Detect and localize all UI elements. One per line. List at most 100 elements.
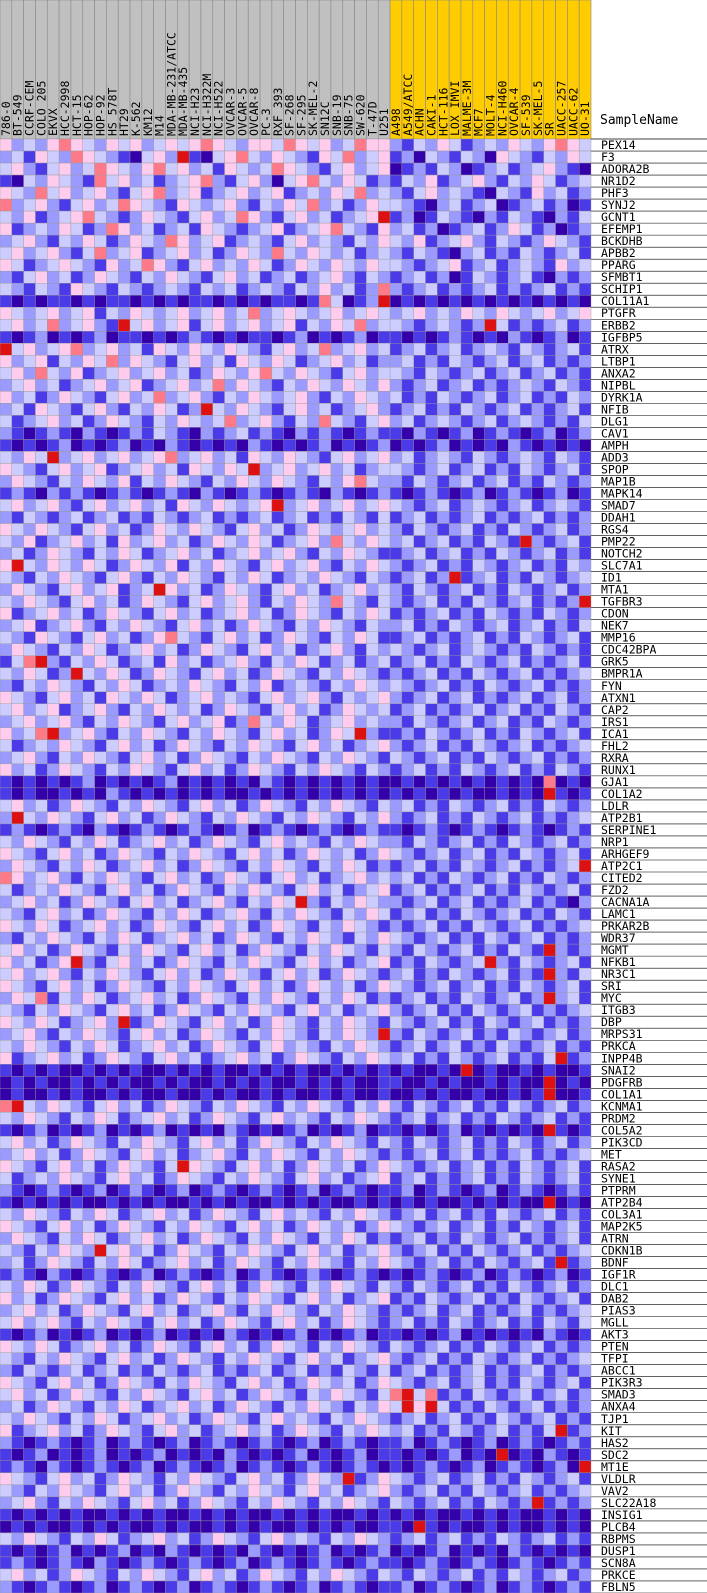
heatmap-cell xyxy=(200,150,213,164)
heatmap-cell xyxy=(224,1064,237,1077)
heatmap-cell xyxy=(129,1124,143,1137)
heatmap-cell xyxy=(47,955,60,969)
heatmap-cell xyxy=(70,511,83,524)
heatmap-cell xyxy=(460,403,474,416)
heatmap-cell xyxy=(496,667,509,680)
heatmap-cell xyxy=(212,787,225,801)
heatmap-cell xyxy=(413,655,426,668)
heatmap-cell xyxy=(248,799,261,813)
heatmap-cell xyxy=(508,943,521,957)
heatmap-cell xyxy=(342,1112,355,1125)
heatmap-cell xyxy=(378,1076,391,1089)
heatmap-cell xyxy=(366,138,379,152)
heatmap-cell xyxy=(94,727,107,741)
heatmap-cell xyxy=(70,210,83,224)
heatmap-cell xyxy=(342,955,355,969)
heatmap-cell xyxy=(519,1028,533,1041)
heatmap-cell xyxy=(448,547,462,560)
heatmap-cell xyxy=(342,943,355,957)
heatmap-cell xyxy=(342,931,355,945)
heatmap-cell xyxy=(354,162,367,176)
heatmap-cell xyxy=(555,210,568,224)
heatmap-cell xyxy=(58,1040,72,1053)
heatmap-cell xyxy=(70,246,83,260)
heatmap-cell xyxy=(366,1136,379,1149)
heatmap-cell xyxy=(401,631,414,644)
heatmap-cell xyxy=(117,547,131,560)
heatmap-cell xyxy=(354,258,367,272)
heatmap-cell xyxy=(153,547,166,560)
heatmap-cell xyxy=(448,270,462,284)
heatmap-cell xyxy=(236,1088,249,1101)
heatmap-cell xyxy=(224,703,237,716)
heatmap-cell xyxy=(448,1016,462,1029)
heatmap-cell xyxy=(58,391,72,404)
heatmap-cell xyxy=(117,919,131,933)
heatmap-cell xyxy=(354,691,367,704)
heatmap-cell xyxy=(153,739,166,753)
heatmap-cell xyxy=(35,319,48,332)
heatmap-cell xyxy=(188,475,202,488)
heatmap-cell xyxy=(58,1208,72,1221)
heatmap-cell xyxy=(23,967,36,981)
heatmap-cell xyxy=(555,583,568,596)
heatmap-cell xyxy=(212,319,225,332)
heatmap-cell xyxy=(472,1052,485,1065)
heatmap-cell xyxy=(401,739,414,753)
heatmap-cell xyxy=(484,210,497,224)
heatmap-cell xyxy=(318,234,332,248)
heatmap-cell xyxy=(318,210,332,224)
heatmap-cell xyxy=(283,751,296,765)
heatmap-cell xyxy=(141,919,154,933)
heatmap-cell xyxy=(58,270,72,284)
heatmap-cell xyxy=(401,1208,414,1221)
heatmap-cell xyxy=(153,234,166,248)
heatmap-cell xyxy=(70,883,83,897)
heatmap-cell xyxy=(177,403,190,416)
heatmap-cell xyxy=(165,955,178,969)
heatmap-cell xyxy=(425,1220,438,1233)
heatmap-cell xyxy=(472,391,485,404)
heatmap-cell xyxy=(543,1184,556,1197)
heatmap-cell xyxy=(35,715,48,729)
heatmap-cell xyxy=(378,511,391,524)
heatmap-cell xyxy=(23,427,36,440)
heatmap-cell xyxy=(188,655,202,668)
heatmap-cell xyxy=(177,919,190,933)
heatmap-cell xyxy=(425,931,438,945)
heatmap-cell xyxy=(177,1148,190,1161)
x-axis-title: SampleName xyxy=(600,113,678,128)
heatmap-cell xyxy=(448,210,462,224)
heatmap-cell xyxy=(165,799,178,813)
heatmap-cell xyxy=(389,246,403,260)
heatmap-cell xyxy=(425,655,438,668)
heatmap-cell xyxy=(578,847,592,861)
heatmap-cell xyxy=(472,547,485,560)
heatmap-cell xyxy=(0,559,13,572)
row-label: CAP2 xyxy=(601,703,629,717)
heatmap-cell xyxy=(307,919,320,933)
heatmap-cell xyxy=(496,186,509,200)
heatmap-cell xyxy=(508,727,521,741)
heatmap-cell xyxy=(35,451,48,464)
heatmap-cell xyxy=(212,571,225,584)
heatmap-cell xyxy=(389,355,403,368)
row-label: LTBP1 xyxy=(601,354,636,368)
heatmap-cell xyxy=(307,907,320,921)
heatmap-cell xyxy=(11,799,24,813)
heatmap-cell xyxy=(271,499,284,512)
heatmap-cell xyxy=(401,847,414,861)
heatmap-cell xyxy=(70,463,83,476)
heatmap-cell xyxy=(425,763,438,777)
heatmap-cell xyxy=(259,919,273,933)
heatmap-cell xyxy=(484,943,497,957)
row-label: COL1A1 xyxy=(601,1087,643,1101)
heatmap-cell xyxy=(0,667,13,680)
heatmap-cell xyxy=(378,162,391,176)
heatmap-cell xyxy=(295,439,308,452)
heatmap-cell xyxy=(342,415,355,428)
heatmap-cell xyxy=(413,1232,426,1245)
heatmap-cell xyxy=(188,174,202,188)
row-label: MET xyxy=(601,1147,622,1161)
heatmap-cell xyxy=(188,1148,202,1161)
